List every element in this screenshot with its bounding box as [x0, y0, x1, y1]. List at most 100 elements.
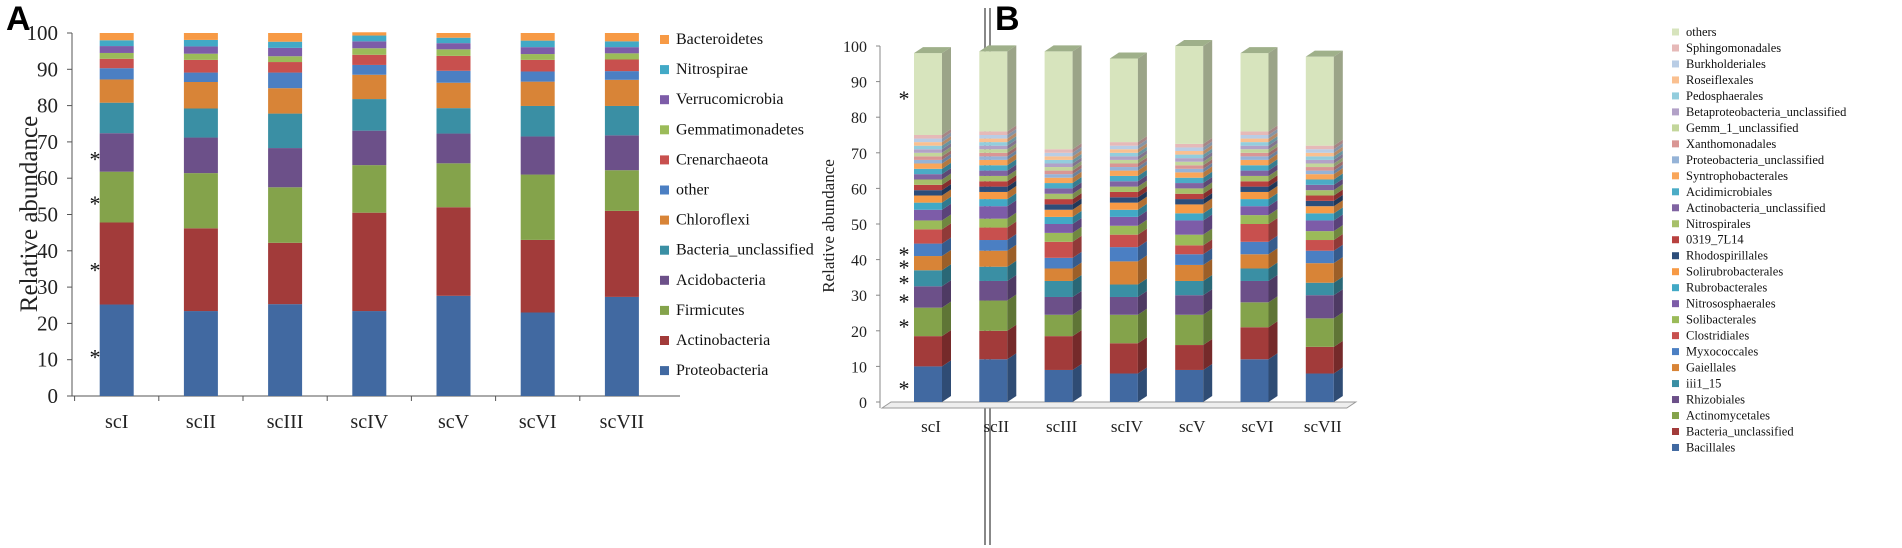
bar-side-proteobacteria-unclassified: [1007, 150, 1017, 160]
bar-segment-verrucomicrobia: [352, 41, 387, 49]
bar-segment-bacteroidetes: [352, 32, 387, 36]
bar-segment-rhizobiales: [1175, 295, 1204, 315]
bar-side-xanthomonadales: [1137, 157, 1147, 168]
legend-entry: 0319_7L14: [1686, 233, 1744, 247]
bar-side-gemm-1-unclassified: [1007, 143, 1017, 153]
bar-segment-betaproteobacteria-unclassified: [1044, 163, 1073, 168]
bar-segment-chloroflexi: [183, 82, 218, 109]
x-category-label: scVII: [600, 411, 644, 433]
bar-segment-actinobacteria: [183, 228, 218, 312]
y-tick-label: 60: [37, 166, 58, 190]
legend-swatch: [660, 65, 669, 75]
bar-segment-rhodospirillales: [1175, 199, 1204, 205]
bar-segment-burkholderiales: [1109, 145, 1138, 150]
bar-segment-nitrososphaerales: [1175, 220, 1204, 235]
bar-side-burkholderiales: [1137, 139, 1147, 150]
bar-side-nitrososphaerales: [942, 203, 951, 221]
bar-side-nitrospirales: [1268, 169, 1278, 182]
bar-side-acidimicrobiales: [1268, 159, 1278, 171]
bar-segment-firmicutes: [604, 170, 639, 211]
bar-side-clostridiales: [1137, 228, 1147, 248]
bar-segment-syntrophobacterales: [1175, 172, 1204, 178]
bar-segment-bacteroidetes: [268, 33, 303, 42]
bar-side-actinomycetales: [1203, 308, 1213, 346]
bar-side-myxococcales: [1007, 234, 1017, 251]
bar-side-xanthomonadales: [1333, 161, 1343, 171]
bar-side-gemm-1-unclassified: [942, 146, 951, 157]
bar-segment-bacillales: [1240, 359, 1269, 402]
bar-side-nitrospirales: [1072, 187, 1082, 200]
y-tick-label: 0: [859, 395, 867, 412]
x-category-label: scI: [921, 417, 941, 436]
bar-side-bacillales: [1007, 353, 1017, 402]
bar-side-bacteria-unclassified: [1203, 339, 1213, 370]
bar-side-roseiflexales: [1007, 132, 1017, 143]
bar-side-betaproteobacteria-unclassified: [1268, 139, 1278, 150]
bar-segment-bacteria-unclassified: [1175, 345, 1204, 370]
bar-segment-0319-7l14: [1240, 181, 1269, 187]
bar-segment-proteobacteria-unclassified: [1109, 167, 1138, 171]
bar-segment-actinobacteria-unclassified: [914, 174, 942, 180]
bar-side-sphingomonadales: [942, 129, 951, 139]
significance-star: *: [899, 376, 910, 401]
bar-side-burkholderiales: [1268, 129, 1278, 139]
legend-swatch: [660, 245, 669, 255]
bar-segment-myxococcales: [1305, 250, 1334, 264]
legend-swatch: [660, 275, 669, 285]
bar-side-xanthomonadales: [1007, 146, 1017, 157]
bar-segment-gemm-1-unclassified: [1240, 149, 1269, 153]
bar-segment-proteobacteria: [352, 311, 387, 396]
y-axis-title: Relative abundance: [819, 159, 838, 293]
bar-segment-acidimicrobiales: [1240, 165, 1269, 171]
bar-side-clostridiales: [1007, 221, 1017, 241]
bar-side-roseiflexales: [1268, 132, 1278, 143]
bar-segment-verrucomicrobia: [604, 47, 639, 54]
bar-segment-acidimicrobiales: [979, 165, 1008, 171]
bar-segment-verrucomicrobia: [436, 43, 471, 50]
bar-side-proteobacteria-unclassified: [1072, 168, 1082, 178]
bar-segment-gemmatimonadetes: [604, 53, 639, 60]
bar-segment-nitrososphaerales: [1240, 206, 1269, 216]
bar-segment-sphingomonadales: [914, 135, 942, 139]
bar-side-clostridiales: [942, 223, 951, 244]
bar-segment-rubrobacterales: [1044, 216, 1073, 224]
bar-segment-other: [520, 71, 555, 82]
bar-side-clostridiales: [1268, 218, 1278, 242]
bar-side-syntrophobacterales: [942, 157, 951, 169]
significance-star: *: [899, 86, 910, 111]
legend-entry: Solibacterales: [1686, 313, 1756, 327]
bar-side-gaiellales: [1203, 258, 1213, 281]
legend-swatch: [1672, 428, 1679, 435]
y-tick-label: 40: [851, 253, 867, 270]
bar-side-rubrobacterales: [1137, 203, 1147, 217]
bar-segment-pedosphaerales: [1240, 142, 1269, 146]
bar-segment-myxococcales: [1044, 257, 1073, 269]
bar-side-0319-7l14: [1203, 187, 1213, 200]
bar-segment-actinobacteria: [436, 207, 471, 296]
bar-segment-iii1-15: [1305, 282, 1334, 296]
bar-segment-acidimicrobiales: [1109, 175, 1138, 182]
bar-segment-xanthomonadales: [1240, 152, 1269, 157]
bar-segment-rhodospirillales: [1109, 197, 1138, 203]
bar-side-bacteria-unclassified: [942, 330, 951, 367]
bar-side-myxococcales: [1333, 244, 1343, 264]
bar-segment-firmicutes: [183, 173, 218, 229]
bar-segment-solibacterales: [1175, 234, 1204, 246]
y-tick-label: 30: [37, 275, 58, 299]
bar-side-rubrobacterales: [1007, 193, 1017, 207]
bar-side-others: [1007, 45, 1017, 132]
x-category-label: scIV: [350, 411, 388, 433]
bar-side-solirubrobacterales: [1072, 203, 1082, 217]
bar-side-burkholderiales: [1203, 141, 1213, 152]
bar-segment-verrucomicrobia: [99, 46, 134, 53]
bar-segment-nitrospirales: [1240, 175, 1269, 182]
bar-segment-roseiflexales: [979, 138, 1008, 143]
bar-side-xanthomonadales: [1268, 146, 1278, 157]
bar-segment-proteobacteria-unclassified: [1175, 168, 1204, 173]
significance-star: *: [899, 270, 910, 295]
bar-side-others: [942, 47, 951, 136]
bar-segment-acidobacteria: [268, 148, 303, 188]
y-tick-label: 70: [851, 146, 867, 163]
bar-segment-pedosphaerales: [1175, 154, 1204, 159]
bar-segment-firmicutes: [268, 187, 303, 243]
